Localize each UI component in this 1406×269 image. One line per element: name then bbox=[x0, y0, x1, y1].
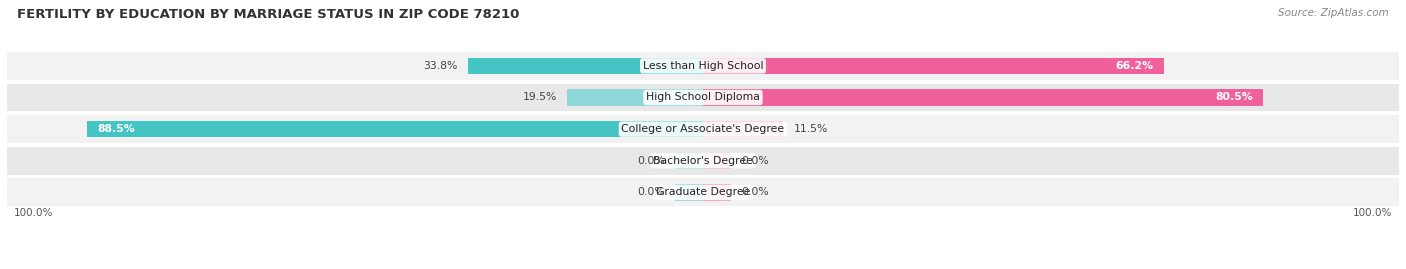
Text: 100.0%: 100.0% bbox=[14, 208, 53, 218]
Bar bbox=[87, 121, 703, 137]
Text: 33.8%: 33.8% bbox=[423, 61, 457, 71]
Text: Less than High School: Less than High School bbox=[643, 61, 763, 71]
Bar bbox=[703, 58, 1164, 74]
Text: 80.5%: 80.5% bbox=[1215, 93, 1253, 102]
Bar bbox=[703, 89, 1263, 106]
Text: High School Diploma: High School Diploma bbox=[647, 93, 759, 102]
Bar bbox=[0, 52, 1406, 80]
Text: 100.0%: 100.0% bbox=[1353, 208, 1392, 218]
Bar bbox=[0, 84, 1406, 111]
Text: 0.0%: 0.0% bbox=[637, 156, 665, 166]
Text: 0.0%: 0.0% bbox=[741, 156, 769, 166]
Text: 11.5%: 11.5% bbox=[793, 124, 828, 134]
Text: Source: ZipAtlas.com: Source: ZipAtlas.com bbox=[1278, 8, 1389, 18]
Bar bbox=[703, 121, 783, 137]
Text: 0.0%: 0.0% bbox=[637, 187, 665, 197]
Bar bbox=[703, 184, 731, 201]
Text: 66.2%: 66.2% bbox=[1115, 61, 1153, 71]
Text: FERTILITY BY EDUCATION BY MARRIAGE STATUS IN ZIP CODE 78210: FERTILITY BY EDUCATION BY MARRIAGE STATU… bbox=[17, 8, 519, 21]
Text: Bachelor's Degree: Bachelor's Degree bbox=[652, 156, 754, 166]
Bar bbox=[675, 184, 703, 201]
Text: Graduate Degree: Graduate Degree bbox=[655, 187, 751, 197]
Bar bbox=[0, 147, 1406, 175]
Bar bbox=[675, 153, 703, 169]
Bar bbox=[703, 153, 731, 169]
Text: 19.5%: 19.5% bbox=[523, 93, 557, 102]
Bar bbox=[0, 179, 1406, 206]
Text: 88.5%: 88.5% bbox=[97, 124, 135, 134]
Bar bbox=[0, 115, 1406, 143]
Text: 0.0%: 0.0% bbox=[741, 187, 769, 197]
Text: College or Associate's Degree: College or Associate's Degree bbox=[621, 124, 785, 134]
Bar bbox=[468, 58, 703, 74]
Bar bbox=[567, 89, 703, 106]
